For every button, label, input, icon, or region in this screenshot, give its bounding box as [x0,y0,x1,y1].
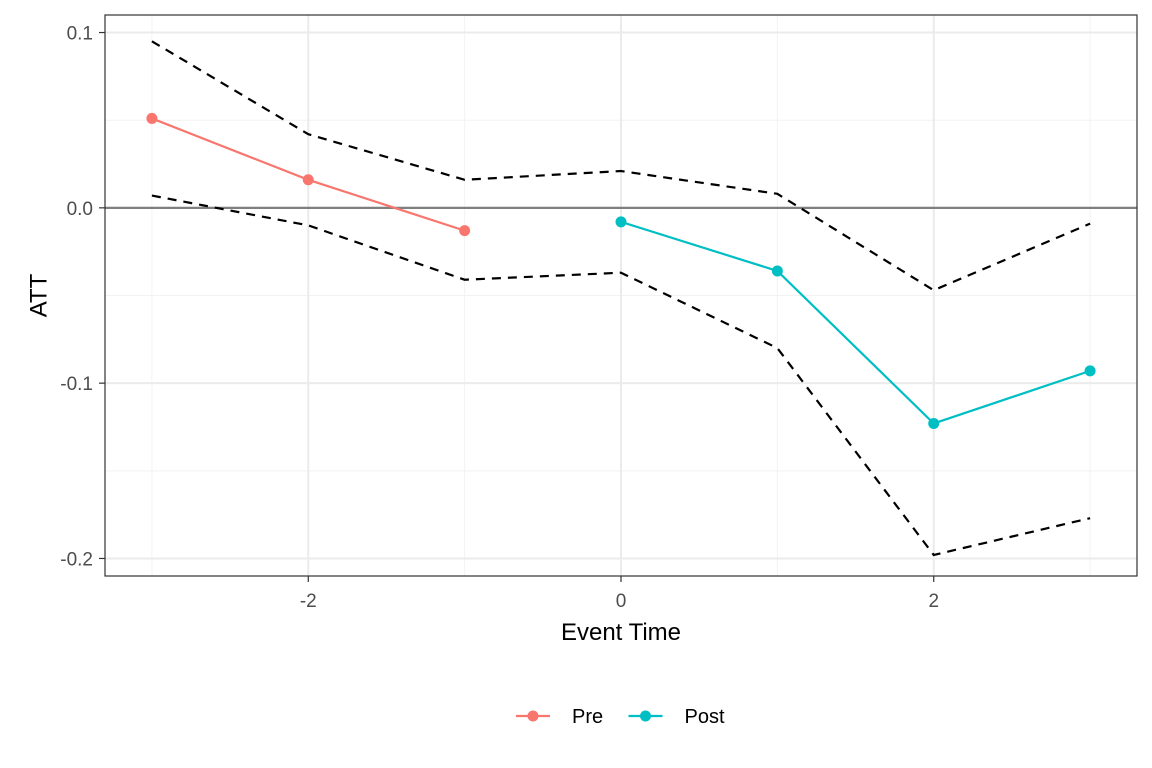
x-tick-label: 0 [616,591,627,612]
x-axis-title: Event Time [561,619,681,646]
series-lines [146,112,1096,429]
x-tick-label: 2 [928,591,939,612]
y-tick-label: 0.1 [67,24,93,45]
legend-key-point-post [640,710,651,722]
y-tick-label: -0.1 [60,374,93,395]
legend-item-post: Post [628,706,725,728]
legend-label-post: Post [685,706,725,728]
data-point-post [1084,365,1096,377]
y-axis: 0.1 0.0 -0.1 -0.2 [60,24,105,570]
x-axis: -2 0 2 [300,576,939,612]
legend-key-point-pre [527,710,539,722]
data-point-post [771,265,783,277]
series-line-post [620,220,1091,425]
confidence-band [151,40,1091,557]
x-tick-label: -2 [300,591,317,612]
legend-item-pre: Pre [516,706,603,728]
y-tick-label: -0.2 [60,549,93,570]
upper-ci-line [151,40,1091,292]
data-point-pre [459,225,471,237]
y-axis-title: ATT [25,273,52,317]
data-point-post [615,216,627,228]
y-tick-label: 0.0 [67,199,93,220]
lower-ci-line [151,194,1091,557]
grid-lines [105,15,1137,576]
data-point-post [928,417,940,429]
data-point-pre [302,174,314,186]
legend-label-pre: Pre [572,706,603,728]
data-point-pre [146,112,158,124]
legend: Pre Post [516,706,725,728]
